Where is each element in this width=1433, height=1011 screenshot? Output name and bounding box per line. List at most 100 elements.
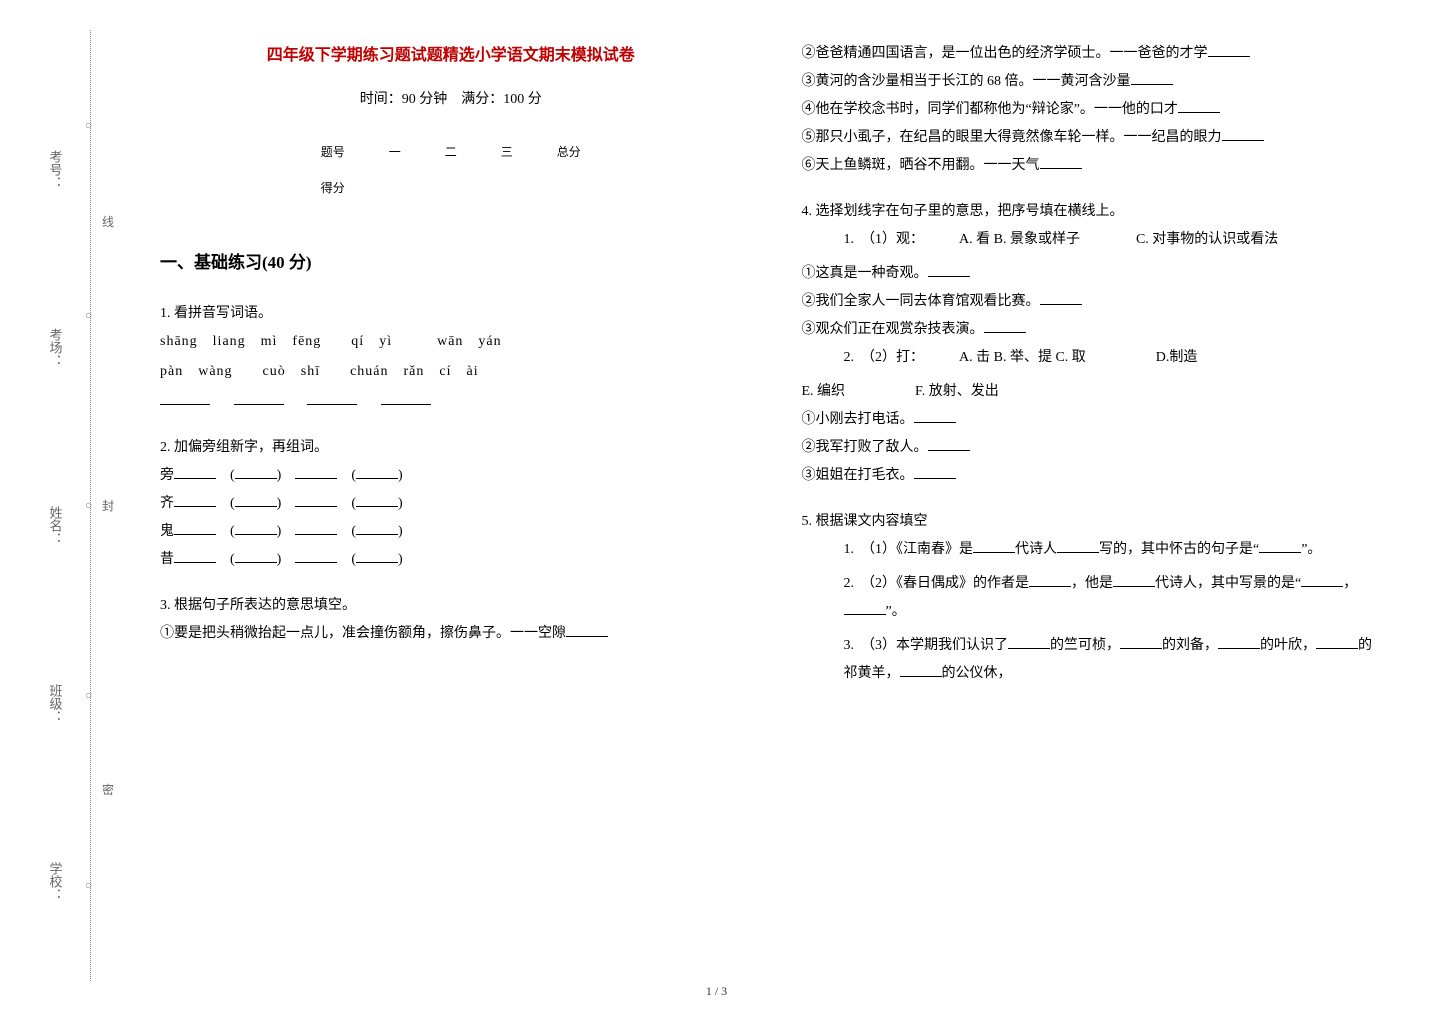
q3-text: ③黄河的含沙量相当于长江的 68 倍。一一黄河含沙量 [802, 74, 1131, 89]
q5-text: ”。 [1301, 542, 1321, 557]
answer-blank[interactable] [235, 548, 277, 563]
answer-blank[interactable] [235, 492, 277, 507]
answer-blank[interactable] [566, 622, 608, 637]
q4-g2-item: ③姐姐在打毛衣。 [802, 462, 1384, 490]
q5-text: 代诗人，其中写景的是“ [1155, 576, 1301, 591]
answer-blank[interactable] [1120, 634, 1162, 649]
q5-num: 2. [844, 576, 855, 591]
circle-icon: ○ [85, 118, 95, 133]
table-row: 题号 一 二 三 总分 [299, 134, 603, 170]
answer-blank[interactable] [984, 318, 1026, 333]
table-row: 得分 [299, 170, 603, 206]
q5-text: ， [1343, 576, 1357, 591]
q3-text: ④他在学校念书时，同学们都称他为“辩论家”。一一他的口才 [802, 102, 1178, 117]
answer-blank[interactable] [356, 520, 398, 535]
q4-head-text: （2）打： A. 击 B. 举、提 C. 取 D.制造 [868, 350, 1197, 365]
answer-blank[interactable] [1222, 126, 1264, 141]
q5-text: 的公仪休， [942, 666, 1012, 681]
side-label-examid: 考号： [46, 150, 65, 189]
answer-blank[interactable] [160, 390, 210, 405]
answer-blank[interactable] [1040, 290, 1082, 305]
answer-blank[interactable] [295, 464, 337, 479]
answer-blank[interactable] [1316, 634, 1358, 649]
q5-text: 代诗人 [1015, 542, 1057, 557]
q5-text: 写的，其中怀古的句子是“ [1099, 542, 1259, 557]
q5-item: 1. （1）《江南春》是代诗人写的，其中怀古的句子是“”。 [844, 536, 1384, 564]
q2-stem: 鬼 [160, 524, 174, 539]
answer-blank[interactable] [235, 520, 277, 535]
answer-blank[interactable] [1178, 98, 1220, 113]
answer-blank[interactable] [356, 548, 398, 563]
score-header-cell: 三 [479, 134, 535, 170]
q3-item: ①要是把头稍微抬起一点儿，准会撞伤额角，擦伤鼻子。一一空隙 [160, 620, 742, 648]
answer-blank[interactable] [1259, 538, 1301, 553]
answer-blank[interactable] [844, 600, 886, 615]
score-table: 题号 一 二 三 总分 得分 [299, 134, 603, 206]
answer-blank[interactable] [174, 548, 216, 563]
score-header-cell: 题号 [299, 134, 367, 170]
answer-blank[interactable] [1208, 42, 1250, 57]
answer-blank[interactable] [174, 520, 216, 535]
answer-blank[interactable] [1029, 572, 1071, 587]
q4-g1-item: ①这真是一种奇观。 [802, 260, 1384, 288]
answer-blank[interactable] [928, 436, 970, 451]
question-5: 5. 根据课文内容填空 1. （1）《江南春》是代诗人写的，其中怀古的句子是“”… [802, 508, 1384, 688]
side-label-name: 姓名： [46, 506, 65, 545]
answer-blank[interactable] [1008, 634, 1050, 649]
q5-item: 2. （2）《春日偶成》的作者是 ，他是 代诗人，其中写景的是“ ， ”。 [844, 570, 1384, 626]
answer-blank[interactable] [1057, 538, 1099, 553]
q5-text: 的叶欣， [1260, 638, 1316, 653]
q5-text: （3）本学期我们认识了 [868, 638, 1008, 653]
seal-char-seal: 封 [102, 497, 122, 514]
q2-stem: 旁 [160, 468, 174, 483]
q5-list: 1. （1）《江南春》是代诗人写的，其中怀古的句子是“”。 2. （2）《春日偶… [802, 536, 1384, 688]
q4-num: 1. [844, 232, 855, 247]
q5-text: ”。 [886, 604, 906, 619]
q2-row: 鬼 () () [160, 518, 742, 546]
q4-head-text: （1）观： A. 看 B. 景象或样子 C. 对事物的认识或看法 [868, 232, 1278, 247]
q3-item: ②爸爸精通四国语言，是一位出色的经济学硕士。一一爸爸的才学 [802, 40, 1384, 68]
answer-blank[interactable] [295, 520, 337, 535]
q5-text: 的竺可桢， [1050, 638, 1120, 653]
q4-item-text: ②我军打败了敌人。 [802, 440, 928, 455]
q1-label: 1. 看拼音写词语。 [160, 300, 742, 328]
answer-blank[interactable] [234, 390, 284, 405]
seal-circles: ○ ○ ○ ○ ○ [85, 30, 95, 981]
answer-blank[interactable] [235, 464, 277, 479]
q3-item: ⑤那只小虱子，在纪昌的眼里大得竟然像车轮一样。一一纪昌的眼力 [802, 124, 1384, 152]
answer-blank[interactable] [900, 662, 942, 677]
answer-blank[interactable] [381, 390, 431, 405]
column-left: 四年级下学期练习题试题精选小学语文期末模拟试卷 时间：90 分钟 满分：100 … [160, 40, 742, 706]
section-1-title: 一、基础练习(40 分) [160, 246, 742, 280]
answer-blank[interactable] [1113, 572, 1155, 587]
q1-pinyin-line1: shāng liang mì fēng qí yì wān yán [160, 328, 742, 356]
page-number: 1 / 3 [706, 984, 727, 999]
answer-blank[interactable] [1218, 634, 1260, 649]
q3-item: ③黄河的含沙量相当于长江的 68 倍。一一黄河含沙量 [802, 68, 1384, 96]
question-3: 3. 根据句子所表达的意思填空。 ①要是把头稍微抬起一点儿，准会撞伤额角，擦伤鼻… [160, 592, 742, 648]
exam-subtitle: 时间：90 分钟 满分：100 分 [160, 86, 742, 114]
score-blank-cell [479, 170, 535, 206]
answer-blank[interactable] [307, 390, 357, 405]
q5-text: ，他是 [1071, 576, 1113, 591]
answer-blank[interactable] [295, 492, 337, 507]
answer-blank[interactable] [174, 492, 216, 507]
score-label-cell: 得分 [299, 170, 367, 206]
answer-blank[interactable] [928, 262, 970, 277]
seal-chars: 线 封 密 [102, 80, 122, 931]
answer-blank[interactable] [356, 492, 398, 507]
answer-blank[interactable] [1301, 572, 1343, 587]
answer-blank[interactable] [1040, 154, 1082, 169]
answer-blank[interactable] [914, 408, 956, 423]
score-header-cell: 总分 [535, 134, 603, 170]
q5-text: （2）《春日偶成》的作者是 [868, 576, 1029, 591]
answer-blank[interactable] [356, 464, 398, 479]
answer-blank[interactable] [295, 548, 337, 563]
answer-blank[interactable] [973, 538, 1015, 553]
answer-blank[interactable] [174, 464, 216, 479]
answer-blank[interactable] [1131, 70, 1173, 85]
exam-title: 四年级下学期练习题试题精选小学语文期末模拟试卷 [160, 40, 742, 72]
answer-blank[interactable] [914, 464, 956, 479]
q3-text: ①要是把头稍微抬起一点儿，准会撞伤额角，擦伤鼻子。一一空隙 [160, 626, 566, 641]
question-4: 4. 选择划线字在句子里的意思，把序号填在横线上。 1. （1）观： A. 看 … [802, 198, 1384, 490]
